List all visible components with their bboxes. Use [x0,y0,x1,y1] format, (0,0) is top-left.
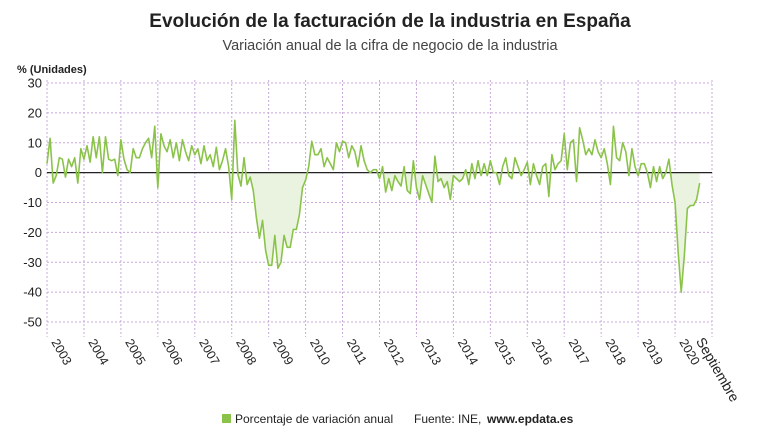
x-tick-label: 2013 [418,337,444,368]
y-tick-label: -50 [23,315,42,330]
y-axis-ticks: 30 20 10 0 -10 -20 -30 -40 -50 [23,75,42,329]
y-tick-label: 0 [35,165,42,180]
y-axis-unit-label: % (Unidades) [17,64,87,76]
x-tick-label: 2007 [196,337,222,368]
x-tick-label: 2015 [492,337,518,368]
y-tick-label: -30 [23,255,42,270]
legend-label: Porcentaje de variación anual [235,412,393,426]
y-tick-label: -10 [23,195,42,210]
x-tick-label: 2011 [344,337,370,367]
y-tick-label: 10 [28,135,42,150]
y-tick-label: 30 [28,75,42,90]
x-tick-label: 2012 [381,337,407,368]
x-tick-label: 2010 [307,337,333,368]
series-line [46,119,701,293]
chart-subtitle: Variación anual de la cifra de negocio d… [222,38,558,54]
source-site: www.epdata.es [486,412,574,426]
x-tick-label: 2009 [270,337,296,368]
grid [46,80,713,337]
x-tick-label: 2019 [640,337,666,368]
x-tick-label: 2008 [233,337,259,368]
legend-swatch [222,414,231,423]
x-tick-label: 2018 [603,337,629,368]
x-axis-ticks: 2003 2004 2005 2006 2007 2008 2009 2010 2011 2012… [48,335,742,405]
x-tick-label: 2004 [85,337,111,368]
x-tick-label: 2005 [122,337,148,368]
source-label: Fuente: INE, [414,412,481,426]
y-tick-label: -40 [23,285,42,300]
x-tick-label: 2003 [48,337,74,368]
y-tick-label: 20 [28,105,42,120]
x-end-label: Septiembre [693,335,743,405]
y-tick-label: -20 [23,225,42,240]
chart-title: Evolución de la facturación de la indust… [149,11,631,32]
x-tick-label: 2014 [455,337,481,368]
x-tick-label: 2016 [529,337,555,368]
x-tick-label: 2006 [159,337,185,368]
x-tick-label: 2017 [566,337,592,368]
